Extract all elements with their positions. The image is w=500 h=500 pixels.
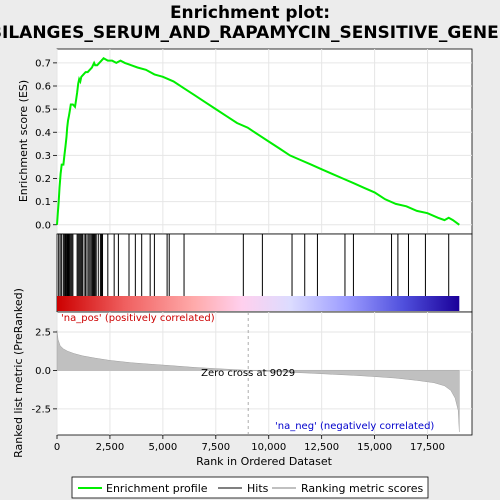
ranking-metric-area	[56, 330, 460, 432]
neg-correlated-label: 'na_neg' (negatively correlated)	[275, 421, 434, 432]
es-y-tick-label: 0.0	[35, 220, 51, 231]
es-panel	[56, 48, 473, 235]
x-tick-label: 0	[54, 442, 60, 453]
es-y-tick-label: 0.3	[35, 151, 51, 162]
legend-metric-label: Ranking metric scores	[301, 482, 423, 495]
es-y-tick-label: 0.6	[35, 82, 51, 93]
metric-y-tick-label: -2.5	[31, 404, 51, 415]
es-y-axis: 0.0 0.1 0.2 0.3 0.4 0.5 0.6 0.7	[35, 58, 57, 231]
x-tick-label: 10,000	[251, 442, 286, 453]
es-y-tick-label: 0.5	[35, 105, 51, 116]
x-tick-label: 7,500	[201, 442, 230, 453]
metric-y-tick-label: 2.5	[35, 327, 51, 338]
es-y-tick-label: 0.1	[35, 197, 51, 208]
chart-title-line1: Enrichment plot:	[170, 3, 330, 23]
x-tick-label: 15,000	[357, 442, 392, 453]
x-axis-label: Rank in Ordered Dataset	[196, 455, 333, 468]
pos-correlated-label: 'na_pos' (positively correlated)	[61, 313, 215, 324]
x-tick-label: 12,500	[304, 442, 339, 453]
metric-y-axis-label: Ranked list metric (PreRanked)	[12, 288, 25, 458]
legend	[71, 476, 429, 499]
x-tick-label: 17,500	[410, 442, 445, 453]
es-y-axis-label: Enrichment score (ES)	[17, 80, 30, 202]
ranked-list-color-bar	[57, 296, 460, 311]
metric-y-axis: 2.5 0.0 -2.5	[31, 327, 57, 415]
es-y-tick-label: 0.4	[35, 128, 51, 139]
x-tick-label: 5,000	[149, 442, 178, 453]
x-axis: 0 2,500 5,000 7,500 10,000 12,500 15,000 17,500	[54, 435, 445, 453]
chart-title-line2: BILANGES_SERUM_AND_RAPAMYCIN_SENSITIVE_G…	[0, 23, 500, 43]
hit-lines	[58, 234, 450, 296]
legend-hits-label: Hits	[247, 482, 269, 495]
enrichment-profile-line	[56, 57, 460, 226]
es-y-tick-label: 0.7	[35, 58, 51, 69]
zero-cross-label: Zero cross at 9029	[201, 368, 295, 379]
metric-y-tick-label: 0.0	[35, 366, 51, 377]
x-tick-label: 2,500	[96, 442, 125, 453]
es-y-tick-label: 0.2	[35, 174, 51, 185]
legend-enrichment-label: Enrichment profile	[106, 482, 208, 495]
